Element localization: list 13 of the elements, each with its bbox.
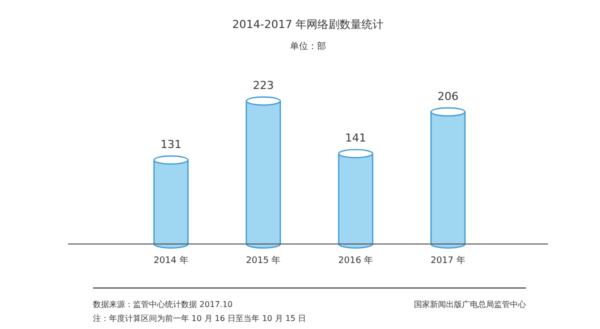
- source-note: 数据来源：监管中心统计数据 2017.10: [93, 300, 233, 309]
- chart-title: 2014-2017 年网络剧数量统计: [232, 18, 384, 31]
- data-label: 131: [160, 138, 182, 151]
- x-tick-label: 2015 年: [246, 255, 281, 266]
- x-tick-label: 2017 年: [430, 255, 466, 266]
- data-label: 206: [438, 90, 458, 103]
- data-label: 141: [345, 132, 366, 145]
- x-tick-label: 2016 年: [338, 255, 374, 266]
- x-tick-label: 2014 年: [154, 255, 188, 266]
- text: 注：年度计算区间为前一年 10 月 16 日至当年 10 月 15 日: [93, 314, 306, 323]
- data-label: 223: [252, 79, 274, 92]
- chart-subtitle: 单位：部: [290, 41, 326, 52]
- text: 国家新闻出版广电总局监管中心: [414, 300, 526, 309]
